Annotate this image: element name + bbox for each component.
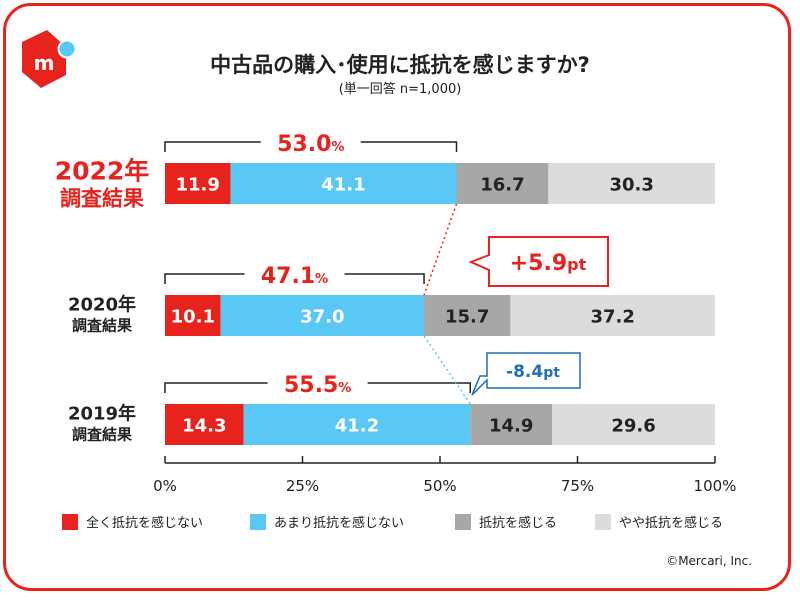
segment-value-label: 11.9 bbox=[176, 175, 220, 196]
callout-increase-label: +5.9pt bbox=[510, 251, 587, 276]
legend-label: 抵抗を感じる bbox=[479, 515, 557, 531]
row-year-label: 2022年 bbox=[55, 157, 150, 186]
segment-value-label: 14.3 bbox=[182, 416, 226, 437]
x-tick-label: 100% bbox=[694, 477, 737, 495]
x-tick-label: 75% bbox=[561, 477, 594, 495]
bar-segment bbox=[220, 295, 425, 336]
bar-segment bbox=[165, 163, 231, 204]
total-share-label: 47.1% bbox=[261, 264, 328, 289]
segment-value-label: 15.7 bbox=[445, 307, 489, 328]
x-tick-label: 25% bbox=[286, 477, 319, 495]
bar-segment bbox=[548, 163, 715, 204]
bar-segment bbox=[552, 404, 715, 445]
svg-text:m: m bbox=[34, 51, 55, 75]
total-share-label: 53.0% bbox=[277, 132, 344, 157]
bar-segment bbox=[243, 404, 471, 445]
legend-swatch bbox=[250, 514, 266, 530]
segment-value-label: 30.3 bbox=[609, 175, 653, 196]
connector-line-decrease bbox=[423, 335, 471, 405]
chart-title: 中古品の購入･使用に抵抗を感じますか? bbox=[210, 53, 590, 77]
x-tick-label: 0% bbox=[153, 477, 177, 495]
legend-label: 全く抵抗を感じない bbox=[86, 515, 203, 531]
total-label-bg bbox=[267, 369, 368, 395]
total-label-bg bbox=[244, 260, 345, 286]
bar-segment bbox=[230, 163, 457, 204]
legend-swatch bbox=[595, 514, 611, 530]
row-sub-label: 調査結果 bbox=[60, 187, 144, 211]
total-label-bg bbox=[260, 128, 361, 154]
copyright-text: ©Mercari, Inc. bbox=[666, 554, 752, 568]
chart-subtitle: (単一回答 n=1,000) bbox=[339, 81, 462, 97]
segment-value-label: 16.7 bbox=[480, 175, 524, 196]
segment-value-label: 37.0 bbox=[300, 307, 344, 328]
bar-segment bbox=[424, 295, 511, 336]
callout-decrease-label: -8.4pt bbox=[506, 362, 560, 382]
bar-segment bbox=[470, 404, 553, 445]
row-year-label: 2020年 bbox=[68, 294, 136, 316]
bar-segment bbox=[456, 163, 549, 204]
legend-swatch bbox=[62, 514, 78, 530]
callout-increase: +5.9pt bbox=[468, 236, 609, 287]
segment-value-label: 41.2 bbox=[335, 416, 379, 437]
legend-swatch bbox=[455, 514, 471, 530]
callout-decrease: -8.4pt bbox=[471, 352, 581, 396]
bar-segment bbox=[165, 404, 244, 445]
mercari-box-logo-icon: m bbox=[22, 30, 77, 88]
bar-segment bbox=[165, 295, 221, 336]
legend-label: やや抵抗を感じる bbox=[619, 515, 723, 531]
x-tick-label: 50% bbox=[423, 477, 456, 495]
segment-value-label: 10.1 bbox=[171, 307, 215, 328]
segment-value-label: 14.9 bbox=[489, 416, 533, 437]
segment-value-label: 29.6 bbox=[611, 416, 655, 437]
connector-line-increase bbox=[423, 203, 458, 296]
bar-segment bbox=[510, 295, 715, 336]
segment-value-label: 37.2 bbox=[590, 307, 634, 328]
row-sub-label: 調査結果 bbox=[72, 317, 133, 335]
segment-value-label: 41.1 bbox=[321, 175, 365, 196]
row-sub-label: 調査結果 bbox=[72, 426, 133, 444]
legend-label: あまり抵抗を感じない bbox=[274, 515, 404, 531]
row-year-label: 2019年 bbox=[68, 403, 136, 425]
total-share-label: 55.5% bbox=[284, 373, 351, 398]
